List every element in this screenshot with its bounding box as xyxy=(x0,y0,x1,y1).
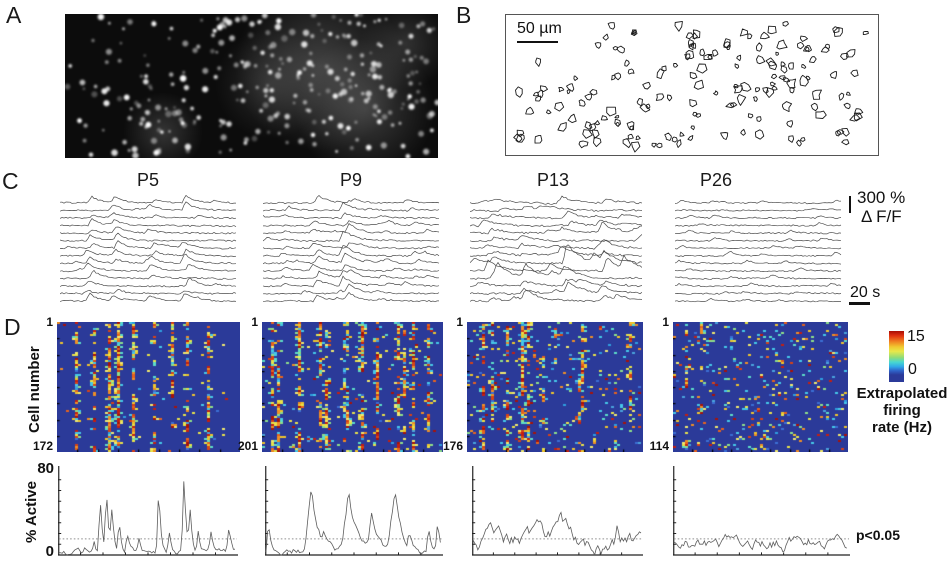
df-f-scalebar xyxy=(849,196,851,213)
time-scale-label: 20 s xyxy=(850,284,881,301)
panel-c-label: C xyxy=(2,168,19,194)
colorbar-title-line1: Extrapolated xyxy=(856,385,948,402)
heatmap4-first-cell: 1 xyxy=(662,315,669,329)
colorbar-min-label: 0 xyxy=(908,361,917,378)
heatmap1-first-cell: 1 xyxy=(46,315,53,329)
colorbar-max-label: 15 xyxy=(907,328,925,345)
calcium-traces-p5 xyxy=(60,195,237,303)
calcium-traces-p13 xyxy=(470,195,642,303)
calcium-traces-p26 xyxy=(675,199,842,303)
panel-a-label: A xyxy=(6,2,22,28)
percent-active-plot-p9 xyxy=(265,466,443,556)
df-f-scale-value: 300 % xyxy=(857,188,906,207)
significance-threshold-label: p<0.05 xyxy=(856,527,900,543)
heatmap1-last-cell: 172 xyxy=(32,439,53,453)
time-scalebar xyxy=(849,302,870,305)
percent-active-plot-p26 xyxy=(673,466,850,556)
age-title-p9: P9 xyxy=(339,170,363,190)
heatmap2-last-cell: 201 xyxy=(237,439,258,453)
age-title-p26: P26 xyxy=(699,170,733,190)
panel-b-scalebar xyxy=(517,41,558,43)
percent-active-axis-label: % Active xyxy=(23,481,40,543)
percent-active-max: 80 xyxy=(37,460,54,477)
heatmap3-first-cell: 1 xyxy=(456,315,463,329)
heatmap4-last-cell: 114 xyxy=(649,439,669,453)
firing-rate-heatmap-p26 xyxy=(673,322,848,452)
heatmap3-last-cell: 176 xyxy=(442,439,463,453)
panel-b-scalebar-label: 50 µm xyxy=(517,20,562,37)
firing-rate-heatmap-p5 xyxy=(57,322,240,452)
percent-active-plot-p5 xyxy=(58,466,238,556)
firing-rate-heatmap-p9 xyxy=(262,322,443,452)
panel-b-cell-outline-map xyxy=(505,14,879,156)
panel-b-label: B xyxy=(456,2,472,28)
colorbar-title-line3: rate (Hz) xyxy=(871,419,932,436)
percent-active-min: 0 xyxy=(45,543,54,560)
calcium-traces-p9 xyxy=(263,195,440,303)
panel-d-label: D xyxy=(4,314,21,340)
firing-rate-colorbar xyxy=(889,331,904,382)
age-title-p5: P5 xyxy=(136,170,160,190)
age-title-p13: P13 xyxy=(536,170,570,190)
firing-rate-heatmap-p13 xyxy=(467,322,643,452)
colorbar-title-line2: firing xyxy=(883,402,921,419)
panel-a-fluorescence-image xyxy=(65,14,438,158)
df-f-scale-unit: Δ F/F xyxy=(861,207,902,226)
heatmap2-first-cell: 1 xyxy=(251,315,258,329)
percent-active-plot-p13 xyxy=(472,466,643,557)
cell-number-axis-label: Cell number xyxy=(26,346,43,434)
